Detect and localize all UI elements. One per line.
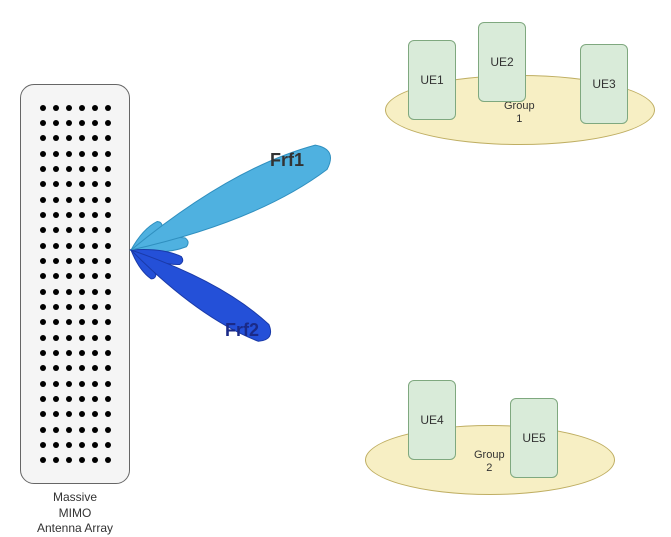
antenna-label: Massive MIMO Antenna Array <box>20 490 130 537</box>
beam-label-frf1: Frf1 <box>270 150 304 171</box>
beam-label-frf2: Frf2 <box>225 320 259 341</box>
ue-ue1: UE1 <box>408 40 456 120</box>
ue-ue2: UE2 <box>478 22 526 102</box>
group-label-group2: Group 2 <box>474 449 505 475</box>
ue-ue4: UE4 <box>408 380 456 460</box>
ue-ue3: UE3 <box>580 44 628 124</box>
group-label-group1: Group 1 <box>504 100 535 126</box>
antenna-dot-grid <box>36 100 114 468</box>
ue-ue5: UE5 <box>510 398 558 478</box>
